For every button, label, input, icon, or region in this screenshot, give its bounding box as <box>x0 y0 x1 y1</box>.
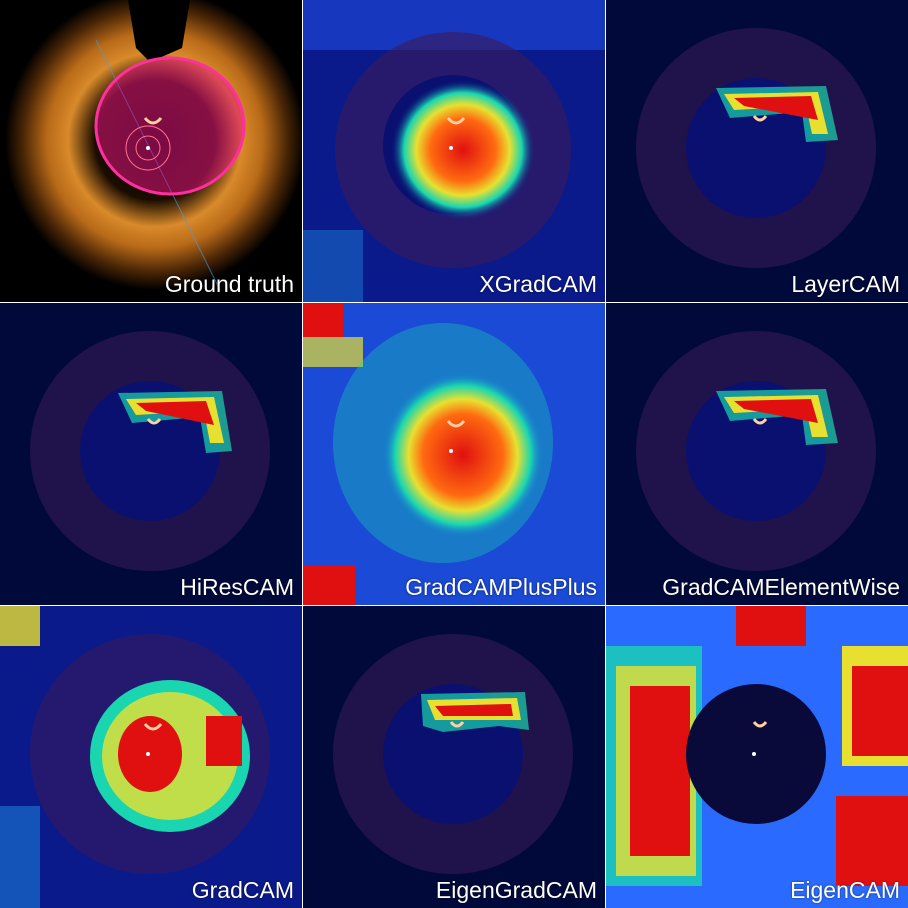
oct-scan-image <box>303 303 605 605</box>
panel-label: EigenCAM <box>790 877 900 903</box>
panel-label: GradCAM <box>191 877 294 903</box>
panel-label: GradCAMElementWise <box>662 574 900 600</box>
panel-ground-truth: Ground truth <box>0 0 302 302</box>
panel-eigencam: EigenCAM <box>606 606 908 908</box>
oct-scan-image <box>0 606 302 908</box>
panel-layercam: LayerCAM <box>606 0 908 302</box>
panel-gradcamplusplus: GradCAMPlusPlus <box>303 303 605 605</box>
oct-scan-image <box>303 606 605 908</box>
oct-scan-image <box>606 606 908 908</box>
oct-scan-image <box>303 0 605 302</box>
panel-label: XGradCAM <box>479 271 597 297</box>
panel-gradcamelementwise: GradCAMElementWise <box>606 303 908 605</box>
panel-eigengradcam: EigenGradCAM <box>303 606 605 908</box>
panel-gradcam: GradCAM <box>0 606 302 908</box>
oct-scan-image <box>606 303 908 605</box>
oct-scan-image <box>606 0 908 302</box>
panel-label: HiResCAM <box>180 574 294 600</box>
panel-hirescam: HiResCAM <box>0 303 302 605</box>
oct-scan-image <box>0 303 302 605</box>
panel-label: LayerCAM <box>791 271 900 297</box>
panel-xgradcam: XGradCAM <box>303 0 605 302</box>
panel-label: GradCAMPlusPlus <box>405 574 597 600</box>
oct-scan-image <box>0 0 302 302</box>
panel-label: EigenGradCAM <box>435 877 597 903</box>
panel-label: Ground truth <box>164 271 294 297</box>
